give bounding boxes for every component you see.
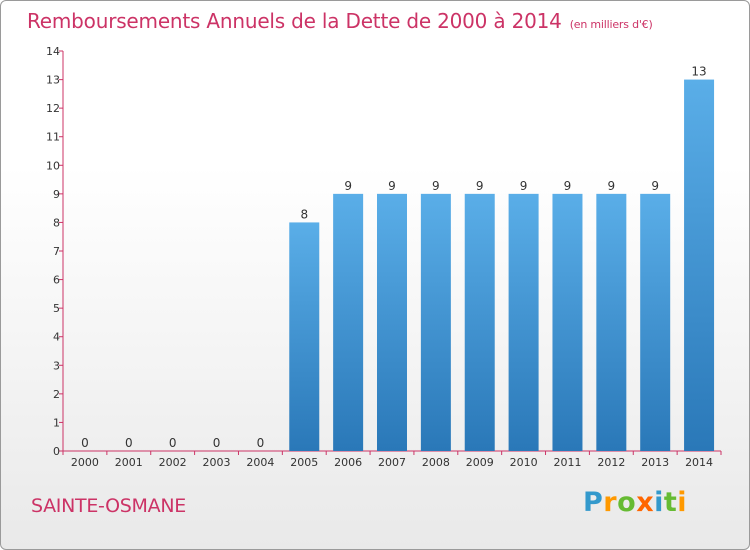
x-tick-label-2006: 2006: [334, 456, 362, 469]
logo-letter: P: [583, 487, 604, 518]
data-label-2014: 13: [691, 65, 706, 79]
x-tick-label-2012: 2012: [597, 456, 625, 469]
logo-letter: x: [636, 487, 655, 518]
proxiti-logo: Proxiti: [583, 487, 687, 518]
data-label-2006: 9: [344, 179, 352, 193]
y-tick-label: 13: [46, 74, 60, 87]
data-label-2012: 9: [608, 179, 616, 193]
y-tick-label: 8: [53, 216, 60, 229]
logo-letter: i: [654, 487, 664, 518]
data-label-2003: 0: [213, 436, 221, 450]
data-label-2004: 0: [257, 436, 265, 450]
y-tick-label: 4: [53, 331, 60, 344]
bar-2006: [333, 193, 364, 451]
data-label-2002: 0: [169, 436, 177, 450]
x-tick-label-2005: 2005: [290, 456, 318, 469]
bar-2010: [508, 193, 539, 451]
data-label-2010: 9: [520, 179, 528, 193]
data-label-2013: 9: [651, 179, 659, 193]
logo-letter: i: [677, 487, 688, 518]
logo-letter: o: [617, 487, 637, 518]
x-tick-label-2002: 2002: [159, 456, 187, 469]
chart-title: Remboursements Annuels de la Dette de 20…: [27, 9, 653, 33]
logo-letter: t: [663, 487, 678, 518]
bar-2011: [552, 193, 583, 451]
x-tick-label-2011: 2011: [553, 456, 581, 469]
x-tick-label-2010: 2010: [510, 456, 538, 469]
y-tick-label: 0: [53, 445, 60, 458]
chart-unit: (en milliers d'€): [569, 18, 653, 31]
data-label-2009: 9: [476, 179, 484, 193]
x-tick-label-2004: 2004: [246, 456, 274, 469]
x-axis: 2000 2001 2002 2003 2004 2005 2006 2007 2008 2009…: [62, 450, 722, 469]
y-tick-label: 12: [46, 102, 60, 115]
bar-2009: [464, 193, 495, 451]
commune-name: SAINTE-OSMANE: [31, 495, 186, 517]
data-label-2000: 0: [81, 436, 89, 450]
y-tick-label: 10: [46, 159, 60, 172]
y-tick-label: 9: [53, 188, 60, 201]
y-tick-label: 3: [53, 359, 60, 372]
bar-2014: [684, 79, 715, 452]
x-tick-label-2014: 2014: [685, 456, 713, 469]
bars: 0 0 0 0 0 8 9 9 9 9 9 9 9 9 13: [81, 65, 715, 452]
bar-2005: [289, 222, 320, 451]
y-tick-label: 7: [53, 245, 60, 258]
data-label-2001: 0: [125, 436, 133, 450]
x-tick-label-2008: 2008: [422, 456, 450, 469]
data-label-2007: 9: [388, 179, 396, 193]
bar-2007: [377, 193, 407, 451]
logo-letter: r: [603, 487, 618, 518]
y-tick-label: 1: [53, 416, 60, 429]
data-label-2011: 9: [564, 179, 572, 193]
bar-2012: [596, 193, 627, 451]
x-tick-label-2000: 2000: [71, 456, 99, 469]
x-tick-label-2001: 2001: [115, 456, 143, 469]
data-label-2005: 8: [300, 207, 308, 221]
bar-2013: [640, 193, 671, 451]
y-tick-label: 6: [53, 274, 60, 287]
y-tick-label: 11: [46, 131, 60, 144]
y-tick-label: 2: [53, 388, 60, 401]
x-tick-label-2007: 2007: [378, 456, 406, 469]
x-tick-label-2003: 2003: [203, 456, 231, 469]
data-label-2008: 9: [432, 179, 440, 193]
x-tick-label-2013: 2013: [641, 456, 669, 469]
y-tick-label: 14: [46, 45, 60, 58]
bar-2008: [420, 193, 451, 451]
chart-title-text: Remboursements Annuels de la Dette de 20…: [27, 9, 562, 33]
y-tick-label: 5: [53, 302, 60, 315]
x-tick-label-2009: 2009: [466, 456, 494, 469]
